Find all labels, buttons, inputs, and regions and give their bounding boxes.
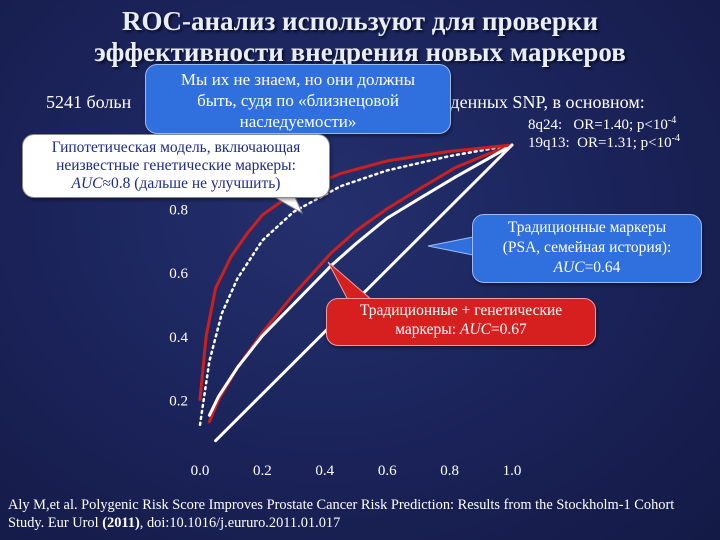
y-tick-label: 0.6 xyxy=(169,266,188,282)
callout-combined: Традиционные + генетические маркеры: AUC… xyxy=(326,298,596,346)
auc-value: ≈0.8 (дальше не улучшить) xyxy=(102,175,281,192)
snp-p-exp: -4 xyxy=(667,115,677,126)
title-line-2: эффективности внедрения новых маркеров xyxy=(94,37,626,67)
roc-curve-hypothetical xyxy=(198,143,514,427)
data-point xyxy=(292,302,295,306)
data-point xyxy=(354,242,358,245)
auc-value: =0.67 xyxy=(490,321,527,338)
x-tick-label: 0.6 xyxy=(378,463,397,479)
callout-hypo-auc: AUC≈0.8 (дальше не улучшить) xyxy=(23,175,329,193)
snp-row-19q13: 19q13: OR=1.31; p<10-4 xyxy=(528,133,680,152)
roc-curve-red-upper xyxy=(198,143,514,401)
x-tick-label: 1.0 xyxy=(503,463,522,479)
x-tick-label: 0.8 xyxy=(440,463,459,479)
citation: Aly M,et al. Polygenic Risk Score Improv… xyxy=(8,496,714,532)
snp-or: OR=1.31; xyxy=(577,135,637,151)
chart-axes: 0.0 0.2 0.4 0.6 0.8 1.0 0.2 0.4 0.6 0.8 xyxy=(169,203,521,479)
citation-doi: , doi:10.1016/j.eururo.2011.01.017 xyxy=(139,515,341,531)
callout-trad-line: (PSA, семейная история): xyxy=(502,239,672,256)
snp-p: p<10 xyxy=(636,117,668,133)
roc-curve-traditional xyxy=(207,143,514,417)
subtitle-end: ержденных SNP, в основном: xyxy=(421,92,645,112)
data-point xyxy=(485,158,489,161)
data-point xyxy=(454,175,458,178)
data-point xyxy=(417,197,420,201)
callout-hypo-line: неизвестные генетические маркеры: xyxy=(56,157,296,174)
auc-value: =0.64 xyxy=(584,259,621,276)
data-point xyxy=(208,414,211,417)
snp-p-exp: -4 xyxy=(671,133,680,144)
title-line-1: ROC-анализ используют для проверки xyxy=(121,6,599,36)
data-point xyxy=(236,366,239,369)
snp-locus: 19q13: xyxy=(528,135,570,151)
y-tick-label: 0.8 xyxy=(169,203,188,219)
x-tick-label: 0.2 xyxy=(253,463,272,479)
callout-comb-auc: маркеры: AUC=0.67 xyxy=(327,320,595,339)
y-tick-label: 0.2 xyxy=(169,393,188,409)
callout-traditional: Традиционные маркеры (PSA, семейная исто… xyxy=(472,214,702,283)
snp-locus: 8q24: xyxy=(528,117,563,133)
snp-p: p<10 xyxy=(640,135,672,151)
callout-trad-auc: AUC=0.64 xyxy=(473,258,701,278)
auc-label: AUC xyxy=(71,175,103,192)
auc-label: AUC xyxy=(553,259,585,276)
citation-text: Aly M,et al. Polygenic Risk Score Improv… xyxy=(8,497,675,531)
citation-year: (2011) xyxy=(102,515,140,531)
slide-title: ROC-анализ используют для проверки эффек… xyxy=(0,6,720,68)
y-tick-label: 0.4 xyxy=(169,330,188,346)
data-point xyxy=(386,216,389,220)
callout-twin-line: наследуемости» xyxy=(239,112,357,131)
callout-trad-line: Традиционные маркеры xyxy=(507,219,667,236)
data-point xyxy=(217,395,220,398)
auc-prefix: маркеры: xyxy=(395,321,460,338)
snp-or: OR=1.40; xyxy=(573,117,634,133)
callout-trad-pointer xyxy=(427,235,479,257)
callout-hypo-line: Гипотетическая модель, включающая xyxy=(51,139,301,156)
snp-row-8q24: 8q24: OR=1.40; p<10-4 xyxy=(528,115,676,134)
callout-comb-line: Традиционные + генетические xyxy=(359,302,563,319)
callout-comb-pointer xyxy=(327,261,374,301)
subtitle-start: 5241 больн xyxy=(46,92,132,112)
data-point xyxy=(261,334,264,337)
auc-label: AUC xyxy=(459,321,491,338)
callout-hypothetical-model: Гипотетическая модель, включающая неизве… xyxy=(22,134,330,198)
x-tick-label: 0.4 xyxy=(315,463,334,479)
callout-twin-line: быть, судя по «близнецовой xyxy=(197,91,399,110)
x-tick-label: 0.0 xyxy=(191,463,210,479)
callout-twin-heritability: Мы их не знаем, но они должны быть, судя… xyxy=(145,64,451,134)
callout-twin-line: Мы их не знаем, но они должны xyxy=(180,70,416,89)
